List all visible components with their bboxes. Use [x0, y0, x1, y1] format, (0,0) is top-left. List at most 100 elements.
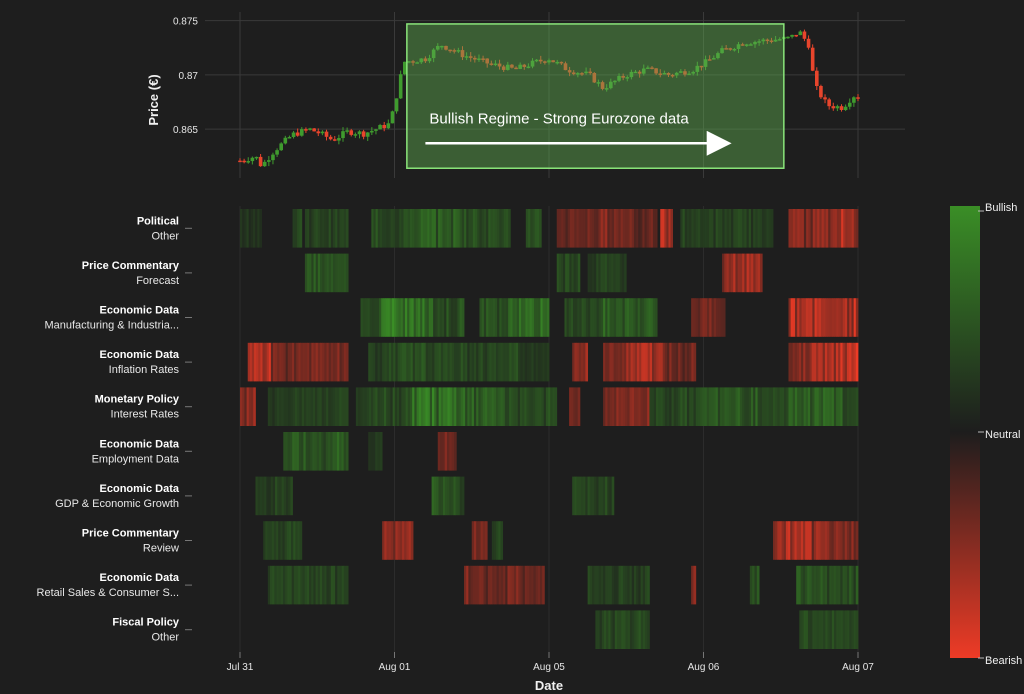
heatmap-cell — [436, 342, 440, 382]
heatmap-cell — [792, 209, 796, 248]
candle-body — [769, 40, 774, 43]
heatmap-cell — [279, 342, 282, 382]
heatmap-cell — [281, 476, 285, 516]
heatmap-cell — [686, 209, 690, 248]
heatmap-cell — [618, 209, 622, 248]
heatmap-cell — [811, 342, 815, 382]
heatmap-cell — [281, 387, 285, 426]
heatmap-cell — [556, 209, 560, 248]
heatmap-cell — [596, 476, 599, 516]
candle-body — [707, 59, 712, 61]
heatmap-cell — [632, 342, 636, 382]
heatmap-cell — [246, 209, 250, 248]
candle-body — [806, 38, 811, 48]
heatmap-cell — [768, 209, 772, 248]
heatmap-cell — [843, 209, 846, 248]
heatmap-cell — [853, 209, 857, 248]
heatmap-cell — [451, 432, 455, 471]
heatmap-cell — [496, 387, 499, 426]
heatmap-cell — [313, 342, 317, 382]
heatmap-cell — [711, 209, 714, 248]
heatmap-cell — [330, 253, 334, 293]
heatmap-cell — [487, 565, 491, 605]
heatmap-cell — [835, 342, 839, 382]
heatmap-cell — [589, 209, 593, 248]
heatmap-cell — [689, 387, 692, 426]
heatmap-cell — [558, 209, 562, 248]
heatmap-cell — [373, 209, 377, 248]
heatmap-cell — [293, 565, 297, 605]
heatmap-cell — [440, 387, 444, 426]
heatmap-cell — [728, 209, 732, 248]
heatmap-cell — [470, 565, 474, 605]
heatmap-cell — [573, 298, 576, 337]
heatmap-cell — [489, 387, 493, 426]
heatmap-cell — [596, 253, 599, 293]
heatmap-cell — [490, 298, 494, 337]
heatmap-cell — [609, 476, 613, 516]
heatmap-cell — [673, 342, 677, 382]
heatmap-cell — [399, 521, 403, 560]
heatmap-cell — [610, 610, 614, 649]
heatmap-cell — [389, 298, 393, 337]
heatmap-cell — [631, 565, 635, 605]
heatmap-cell — [430, 298, 434, 337]
heatmap-cell — [855, 298, 859, 337]
candle-body — [386, 123, 391, 129]
heatmap-cell — [853, 342, 857, 382]
candle-body — [538, 59, 543, 62]
candle-body — [629, 71, 634, 78]
heatmap-cell — [335, 565, 338, 605]
heatmap-cell — [844, 387, 848, 426]
heatmap-cell — [633, 387, 637, 426]
heatmap-cell — [571, 387, 574, 426]
heatmap-cell — [744, 253, 747, 293]
heatmap-cell — [294, 209, 298, 248]
heatmap-cell — [654, 342, 657, 382]
heatmap-cell — [435, 298, 438, 337]
candle-body — [790, 34, 794, 37]
candle-body — [716, 53, 720, 59]
candle-body — [361, 131, 366, 137]
heatmap-cell — [308, 387, 312, 426]
heatmap-cell — [335, 209, 338, 248]
heatmap-cell — [471, 521, 475, 560]
heatmap-cell — [566, 298, 570, 337]
heatmap-cell — [735, 209, 739, 248]
candle-body — [670, 74, 675, 77]
heatmap-cell — [645, 610, 648, 649]
heatmap-cell — [244, 209, 247, 248]
heatmap-cell — [446, 209, 450, 248]
heatmap-cell — [607, 342, 610, 382]
heatmap-cell — [431, 209, 435, 248]
heatmap-cell — [640, 565, 644, 605]
heatmap-cell — [341, 209, 345, 248]
heatmap-cell — [770, 387, 774, 426]
heatmap-cell — [606, 253, 610, 293]
candle-body — [724, 48, 728, 50]
heatmap-row-title: Economic Data — [100, 572, 180, 584]
heatmap-cell — [851, 298, 855, 337]
heatmap-cell — [269, 565, 273, 605]
heatmap-cell — [600, 253, 604, 293]
heatmap-cell — [471, 342, 475, 382]
heatmap-cell — [805, 565, 808, 605]
heatmap-cell — [605, 209, 608, 248]
candle-body — [283, 137, 288, 144]
candle-body — [390, 111, 395, 124]
heatmap-cell — [408, 521, 412, 560]
heatmap-cell — [835, 521, 839, 560]
heatmap-cell — [834, 298, 837, 337]
heatmap-cell — [800, 521, 804, 560]
heatmap-row-labels: Political Other Price Commentary Forecast Ec… — [37, 215, 192, 644]
candle-body — [658, 73, 663, 75]
heatmap-cell — [660, 209, 663, 248]
heatmap-cell — [726, 387, 730, 426]
heatmap-cell — [572, 476, 575, 516]
heatmap-cell — [493, 387, 497, 426]
candle-body — [650, 67, 654, 69]
heatmap-cell — [313, 565, 316, 605]
heatmap-cell — [598, 476, 602, 516]
heatmap-cell — [440, 209, 443, 248]
candle-body — [534, 59, 539, 62]
